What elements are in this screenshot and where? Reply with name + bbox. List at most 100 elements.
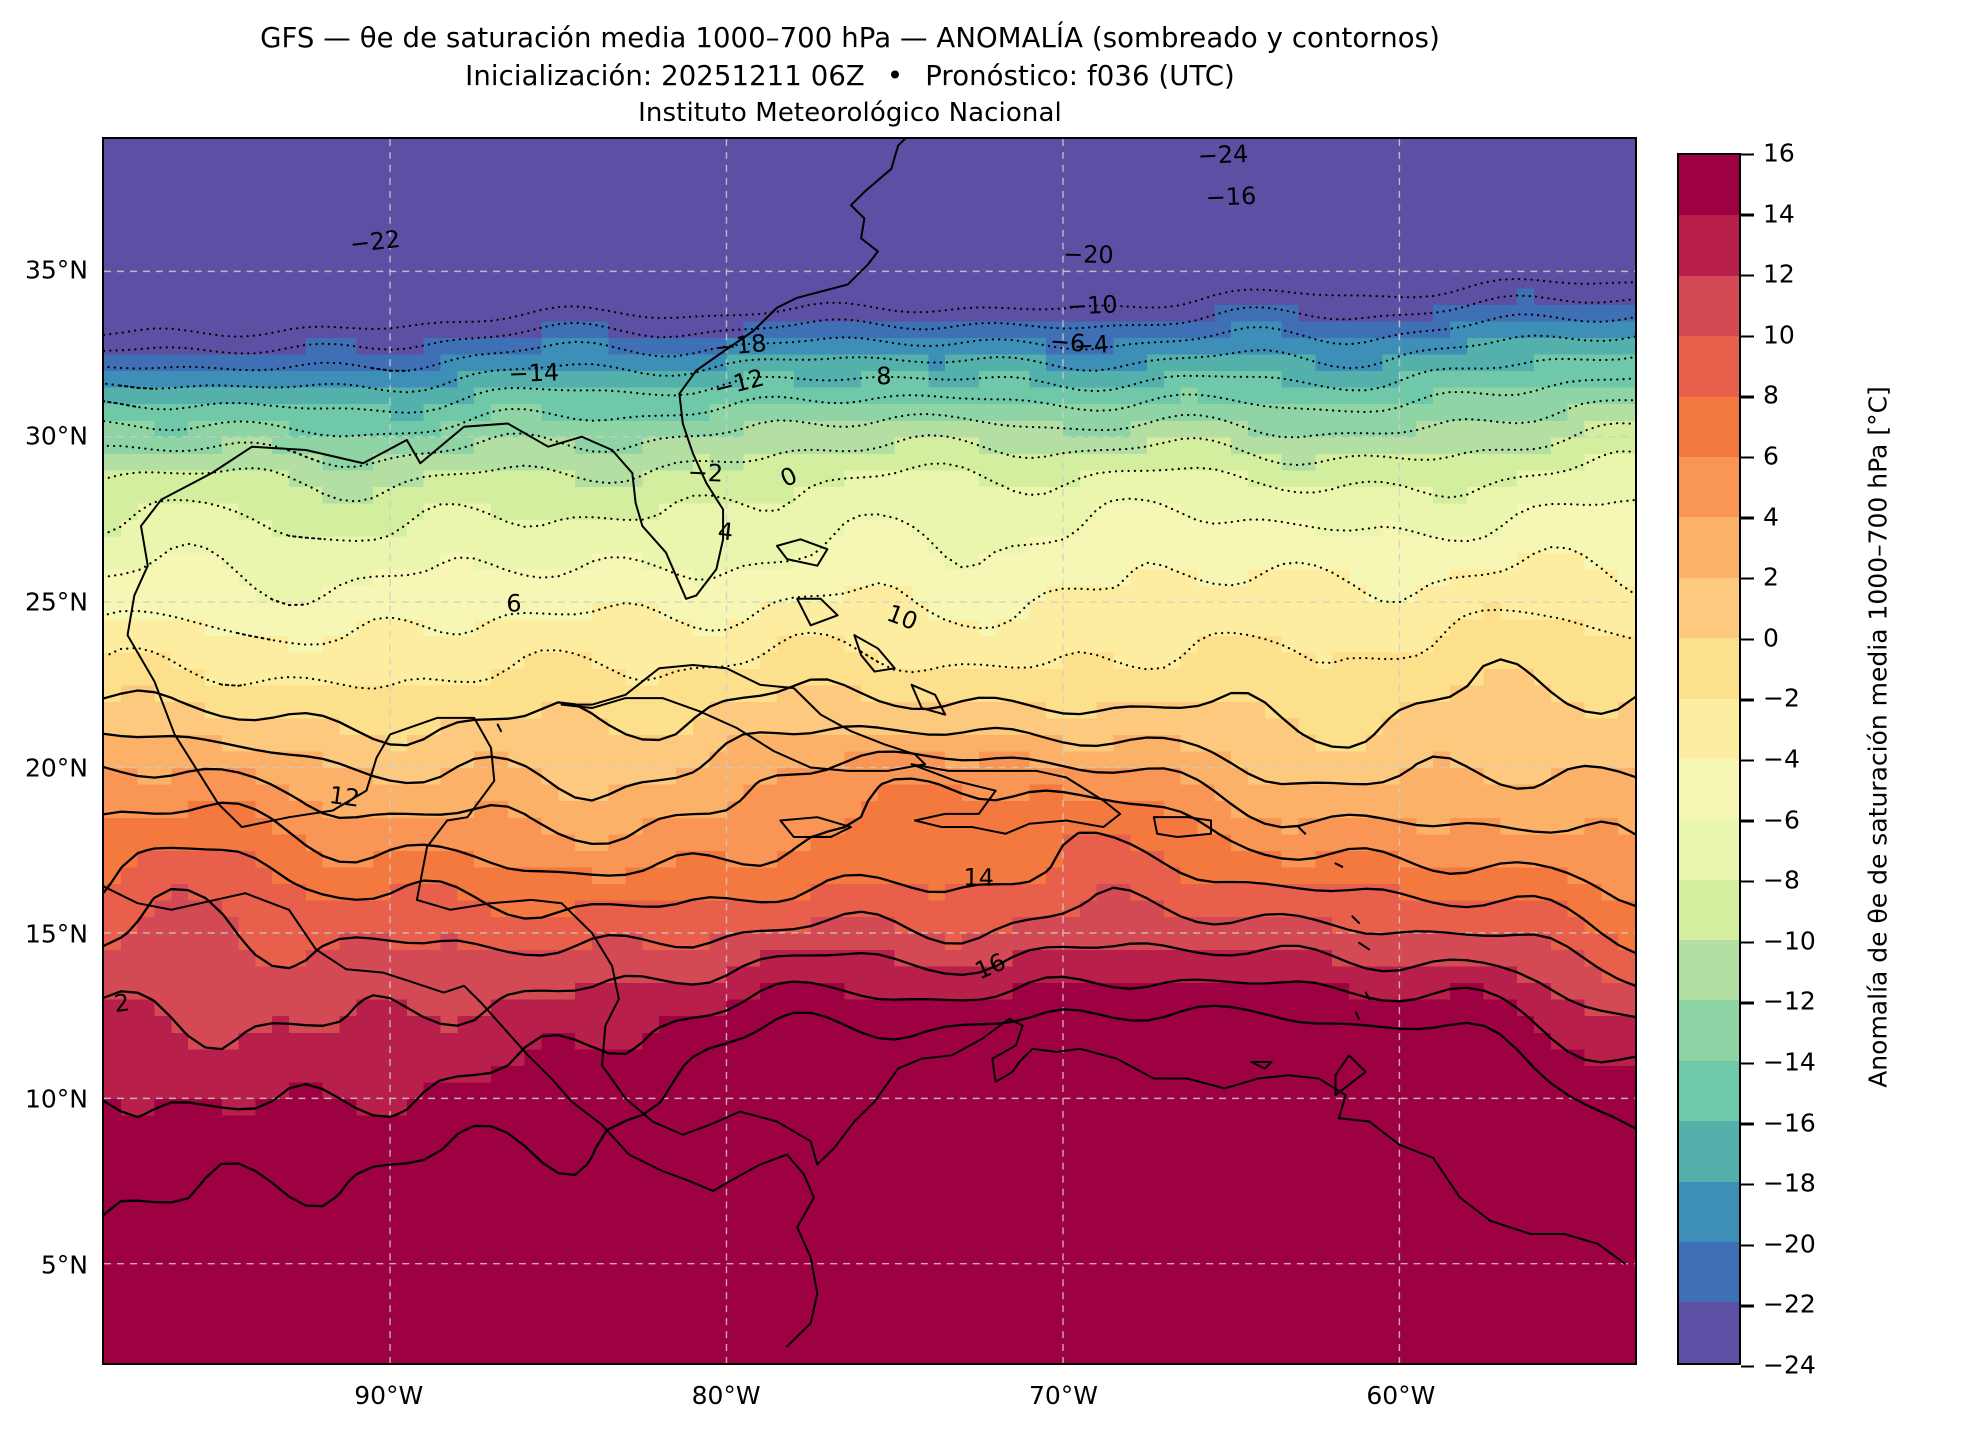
colorbar-tick-text: −24 xyxy=(1763,1350,1816,1380)
init-time: Inicialización: 20251211 06Z xyxy=(465,59,865,92)
colorbar-tick-text: −2 xyxy=(1763,683,1800,713)
colorbar-band xyxy=(1679,1302,1739,1363)
contour-line-neg22 xyxy=(104,294,1635,355)
colorbar-tick-text: 6 xyxy=(1763,441,1779,471)
longitude-tick-label: 60°W xyxy=(1366,1381,1436,1410)
contour-line-pos8 xyxy=(104,831,1635,954)
colorbar-tick-label: 0 xyxy=(1741,623,1980,652)
colorbar-tick-mark xyxy=(1741,698,1754,702)
colorbar[interactable] xyxy=(1677,153,1741,1365)
contour-label: −2 xyxy=(687,458,723,488)
colorbar-band xyxy=(1679,275,1739,337)
colorbar-band xyxy=(1679,155,1739,216)
contour-line-neg20 xyxy=(104,313,1635,373)
colorbar-band xyxy=(1679,1181,1739,1243)
contour-line-neg8 xyxy=(104,450,1635,543)
colorbar-band xyxy=(1679,517,1739,578)
colorbar-tick-text: −6 xyxy=(1763,805,1800,835)
latitude-tick-label: 20°N xyxy=(24,753,88,783)
colorbar-band xyxy=(1679,1121,1739,1182)
colorbar-tick-text: −16 xyxy=(1763,1108,1816,1138)
contour-label: 4 xyxy=(716,517,734,546)
contour-label: 2 xyxy=(112,988,131,1018)
latitude-tick-label: 30°N xyxy=(24,421,88,451)
colorbar-label: Anomalía de θe de saturación media 1000–… xyxy=(1863,386,1893,1088)
contour-label: 12 xyxy=(328,781,362,813)
colorbar-band xyxy=(1679,215,1739,276)
colorbar-band xyxy=(1679,698,1739,759)
colorbar-tick-mark xyxy=(1741,153,1754,156)
colorbar-tick-text: −8 xyxy=(1763,865,1800,895)
latitude-tick-label: 10°N xyxy=(24,1084,88,1114)
colorbar-tick-mark xyxy=(1741,1365,1754,1368)
colorbar-tick-label: −12 xyxy=(1741,987,1980,1016)
latitude-tick-label: 35°N xyxy=(24,255,88,285)
colorbar-tick-label: −24 xyxy=(1741,1351,1980,1380)
colorbar-tick-mark xyxy=(1741,395,1754,399)
longitude-tick-label: 90°W xyxy=(354,1381,424,1410)
colorbar-tick-text: −4 xyxy=(1763,744,1800,774)
contour-line-pos12 xyxy=(104,942,1635,1051)
contour-label: −18 xyxy=(715,329,768,361)
longitude-tick-label: 80°W xyxy=(691,1381,761,1410)
colorbar-band xyxy=(1679,396,1739,457)
chart-title: GFS — θe de saturación media 1000–700 hP… xyxy=(260,22,1440,54)
colorbar-band xyxy=(1679,577,1739,639)
colorbar-tick-mark xyxy=(1741,638,1754,641)
chart-source: Instituto Meteorológico Nacional xyxy=(638,97,1062,128)
colorbar-band xyxy=(1679,1242,1739,1303)
contour-label: −22 xyxy=(348,225,401,259)
colorbar-tick-label: −20 xyxy=(1741,1229,1980,1258)
colorbar-band xyxy=(1679,940,1739,1001)
title-block: GFS — θe de saturación media 1000–700 hP… xyxy=(0,20,1700,132)
latitude-tick-label: 15°N xyxy=(24,919,88,949)
colorbar-tick-mark xyxy=(1741,456,1754,459)
colorbar-tick-label: 2 xyxy=(1741,563,1980,592)
contour-line-pos16 xyxy=(104,1004,1635,1217)
contour-label: −6 xyxy=(1049,327,1086,358)
map-canvas: −24−24−22−22 −20−20−16−16−18−18−14−14 −12−… xyxy=(104,139,1635,1363)
colorbar-tick-label: 16 xyxy=(1741,139,1980,168)
colorbar-tick-label: −2 xyxy=(1741,684,1980,713)
colorbar-tick-text: −10 xyxy=(1763,926,1816,956)
contour-line-neg16 xyxy=(104,355,1635,414)
contour-line-neg6 xyxy=(104,497,1635,607)
colorbar-tick-mark xyxy=(1741,759,1754,762)
map-gridlines xyxy=(104,139,1635,1363)
colorbar-tick-label: 10 xyxy=(1741,320,1980,349)
colorbar-tick-text: 2 xyxy=(1763,562,1779,592)
colorbar-band xyxy=(1679,1000,1739,1061)
latitude-tick-label: 5°N xyxy=(40,1250,88,1280)
contour-label: 6 xyxy=(506,589,521,617)
colorbar-tick-label: −18 xyxy=(1741,1169,1980,1198)
colorbar-tick-mark xyxy=(1741,1304,1754,1308)
longitude-tick-label: 70°W xyxy=(1028,1381,1098,1410)
bullet-separator: • xyxy=(886,59,904,92)
colorbar-tick-label: −14 xyxy=(1741,1048,1980,1077)
colorbar-tick-mark xyxy=(1741,1183,1754,1186)
contour-label: 8 xyxy=(876,362,892,390)
colorbar-tick-mark xyxy=(1741,1062,1754,1065)
contour-label: −10 xyxy=(1066,290,1118,320)
colorbar-tick-text: 10 xyxy=(1763,320,1795,350)
colorbar-tick-label: 8 xyxy=(1741,381,1980,410)
contour-line-neg18 xyxy=(104,334,1635,394)
coastlines xyxy=(104,139,1626,1348)
contour-line-neg24 xyxy=(104,277,1635,338)
map-plot-area[interactable]: −24 −24 −22 −22 −20 −20 −16 −16 −18 −18 −14 −14 −12−… xyxy=(102,137,1637,1365)
colorbar-tick-label: −4 xyxy=(1741,745,1980,774)
colorbar-tick-mark xyxy=(1741,516,1754,520)
contour-label: −4 xyxy=(1073,330,1110,360)
colorbar-band xyxy=(1679,638,1739,699)
colorbar-tick-mark xyxy=(1741,1122,1754,1126)
contour-line-pos4 xyxy=(104,750,1635,846)
colorbar-tick-label: −8 xyxy=(1741,866,1980,895)
contour-line-neg14 xyxy=(104,377,1635,438)
colorbar-band xyxy=(1679,1060,1739,1122)
contour-labels: −24−24−22−22 −20−20−16−16−18−18−14−14 −12−… xyxy=(112,140,1256,1018)
colorbar-tick-text: −20 xyxy=(1763,1229,1816,1259)
colorbar-tick-mark xyxy=(1741,213,1754,217)
colorbar-band xyxy=(1679,456,1739,518)
colorbar-tick-label: −22 xyxy=(1741,1290,1980,1319)
